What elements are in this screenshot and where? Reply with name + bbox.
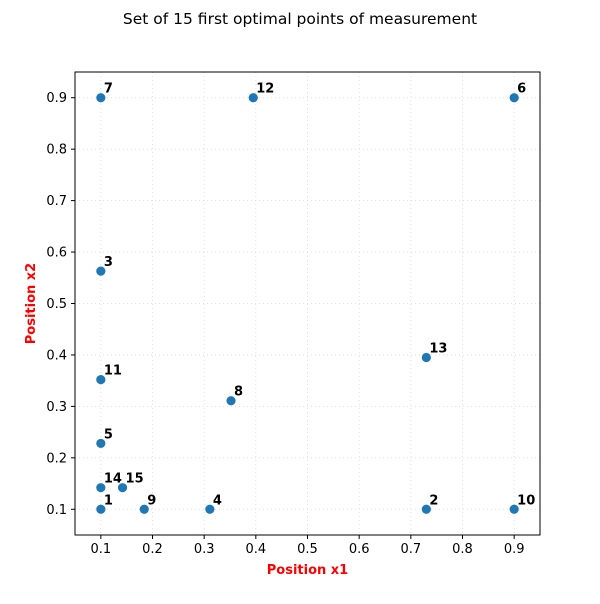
x-axis: 0.1 0.2 0.3 0.4 0.5 0.6 0.7 0.8 0.9 xyxy=(90,535,525,557)
point-label: 14 xyxy=(104,472,122,487)
grid xyxy=(75,72,540,535)
point-label: 4 xyxy=(213,493,222,508)
y-tick-label: 0.4 xyxy=(46,348,67,363)
data-point xyxy=(96,266,106,276)
y-tick-label: 0.3 xyxy=(46,400,67,415)
x-tick-label: 0.2 xyxy=(142,542,163,557)
chart-title: Set of 15 first optimal points of measur… xyxy=(123,10,477,28)
point-label: 12 xyxy=(256,82,274,97)
data-points xyxy=(96,93,519,514)
point-label: 11 xyxy=(104,364,122,379)
point-label: 8 xyxy=(234,385,243,400)
data-point xyxy=(96,504,106,514)
data-point xyxy=(509,93,519,103)
point-label: 5 xyxy=(104,427,113,442)
y-axis-label: Position x2 xyxy=(24,263,39,344)
data-point xyxy=(96,438,106,449)
data-point xyxy=(139,504,149,514)
point-label: 15 xyxy=(126,472,144,487)
point-label: 3 xyxy=(104,255,113,270)
y-tick-label: 0.6 xyxy=(46,246,67,261)
data-point xyxy=(96,483,106,493)
y-tick-label: 0.5 xyxy=(46,297,67,312)
point-label: 6 xyxy=(517,82,526,97)
point-label: 13 xyxy=(429,342,447,357)
x-tick-label: 0.5 xyxy=(297,542,318,557)
point-label: 7 xyxy=(104,82,113,97)
x-axis-label: Position x1 xyxy=(267,563,348,578)
x-tick-label: 0.7 xyxy=(400,542,421,557)
data-point xyxy=(96,375,106,385)
y-tick-label: 0.1 xyxy=(46,503,67,518)
point-label: 2 xyxy=(429,493,438,508)
data-point xyxy=(421,504,431,514)
data-point xyxy=(226,396,236,406)
x-tick-label: 0.9 xyxy=(504,542,525,557)
x-tick-label: 0.8 xyxy=(452,542,473,557)
y-tick-label: 0.2 xyxy=(46,451,67,466)
y-tick-label: 0.7 xyxy=(46,194,67,209)
data-point xyxy=(509,504,519,514)
y-axis: 0.1 0.2 0.3 0.4 0.5 0.6 0.7 0.8 0.9 xyxy=(46,91,75,518)
y-tick-label: 0.9 xyxy=(46,91,67,106)
x-tick-label: 0.1 xyxy=(90,542,111,557)
x-tick-label: 0.6 xyxy=(349,542,370,557)
y-tick-label: 0.8 xyxy=(46,143,67,158)
data-point xyxy=(96,93,106,103)
x-tick-label: 0.3 xyxy=(194,542,215,557)
point-label: 10 xyxy=(517,493,535,508)
data-point xyxy=(421,352,431,363)
data-point xyxy=(248,93,258,103)
x-tick-label: 0.4 xyxy=(245,542,266,557)
point-label: 9 xyxy=(147,493,156,508)
data-point xyxy=(117,483,128,493)
point-label: 1 xyxy=(104,493,113,508)
data-point xyxy=(205,504,215,514)
